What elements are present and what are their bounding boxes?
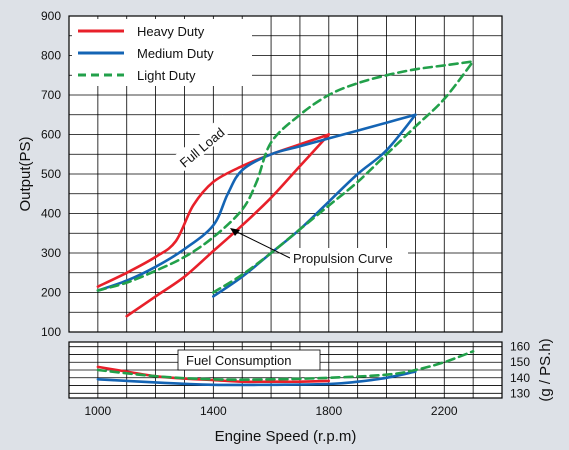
annotation-pointer	[232, 229, 291, 259]
x-tick-label: 2200	[431, 404, 458, 418]
x-tick-label: 1400	[200, 404, 227, 418]
fuel-y-tick-label: 130	[510, 386, 530, 400]
annotation-propulsion-curve: Propulsion Curve	[293, 251, 393, 266]
fuel-y-axis-title: (g / PS.h)	[537, 338, 554, 401]
series-line-light-duty-propulsion	[212, 60, 475, 294]
y-axis-title: Output(PS)	[17, 136, 34, 211]
fuel-title-box	[177, 349, 321, 371]
series-line-medium-duty-full_load	[96, 113, 417, 292]
y-tick-label: 100	[41, 325, 61, 339]
y-tick-label: 700	[41, 88, 61, 102]
legend-label: Medium Duty	[137, 46, 214, 61]
legend: Heavy Duty Medium Duty Light Duty	[72, 19, 252, 86]
x-tick-label: 1000	[85, 404, 112, 418]
y-tick-label: 200	[41, 286, 61, 300]
legend-label: Heavy Duty	[137, 24, 205, 39]
y-tick-label: 500	[41, 167, 61, 181]
annotation-arrowhead	[230, 228, 240, 236]
annotation-full-load-bg	[170, 115, 235, 173]
y-tick-label: 400	[41, 207, 61, 221]
y-tick-label: 800	[41, 49, 61, 63]
fuel-line-heavy-duty	[96, 365, 331, 384]
x-tick-label: 1800	[315, 404, 342, 418]
fuel-line-medium-duty	[96, 370, 417, 387]
series-line-medium-duty-propulsion	[212, 113, 417, 298]
fuel-title: Fuel Consumption	[186, 353, 292, 368]
series-line-light-duty-full_load	[96, 60, 475, 292]
fuel-y-tick-label: 150	[510, 355, 530, 369]
fuel-y-tick-label: 140	[510, 371, 530, 385]
annotation-propulsion-bg	[290, 248, 408, 268]
fuel-y-tick-label: 160	[510, 340, 530, 354]
series-line-heavy-duty-propulsion	[125, 133, 331, 318]
x-axis-title: Engine Speed (r.p.m)	[215, 428, 357, 445]
fuel-line-light-duty	[96, 350, 475, 381]
y-tick-label: 300	[41, 246, 61, 260]
legend-label: Light Duty	[137, 68, 196, 83]
y-tick-label: 900	[41, 9, 61, 23]
y-tick-label: 600	[41, 128, 61, 142]
